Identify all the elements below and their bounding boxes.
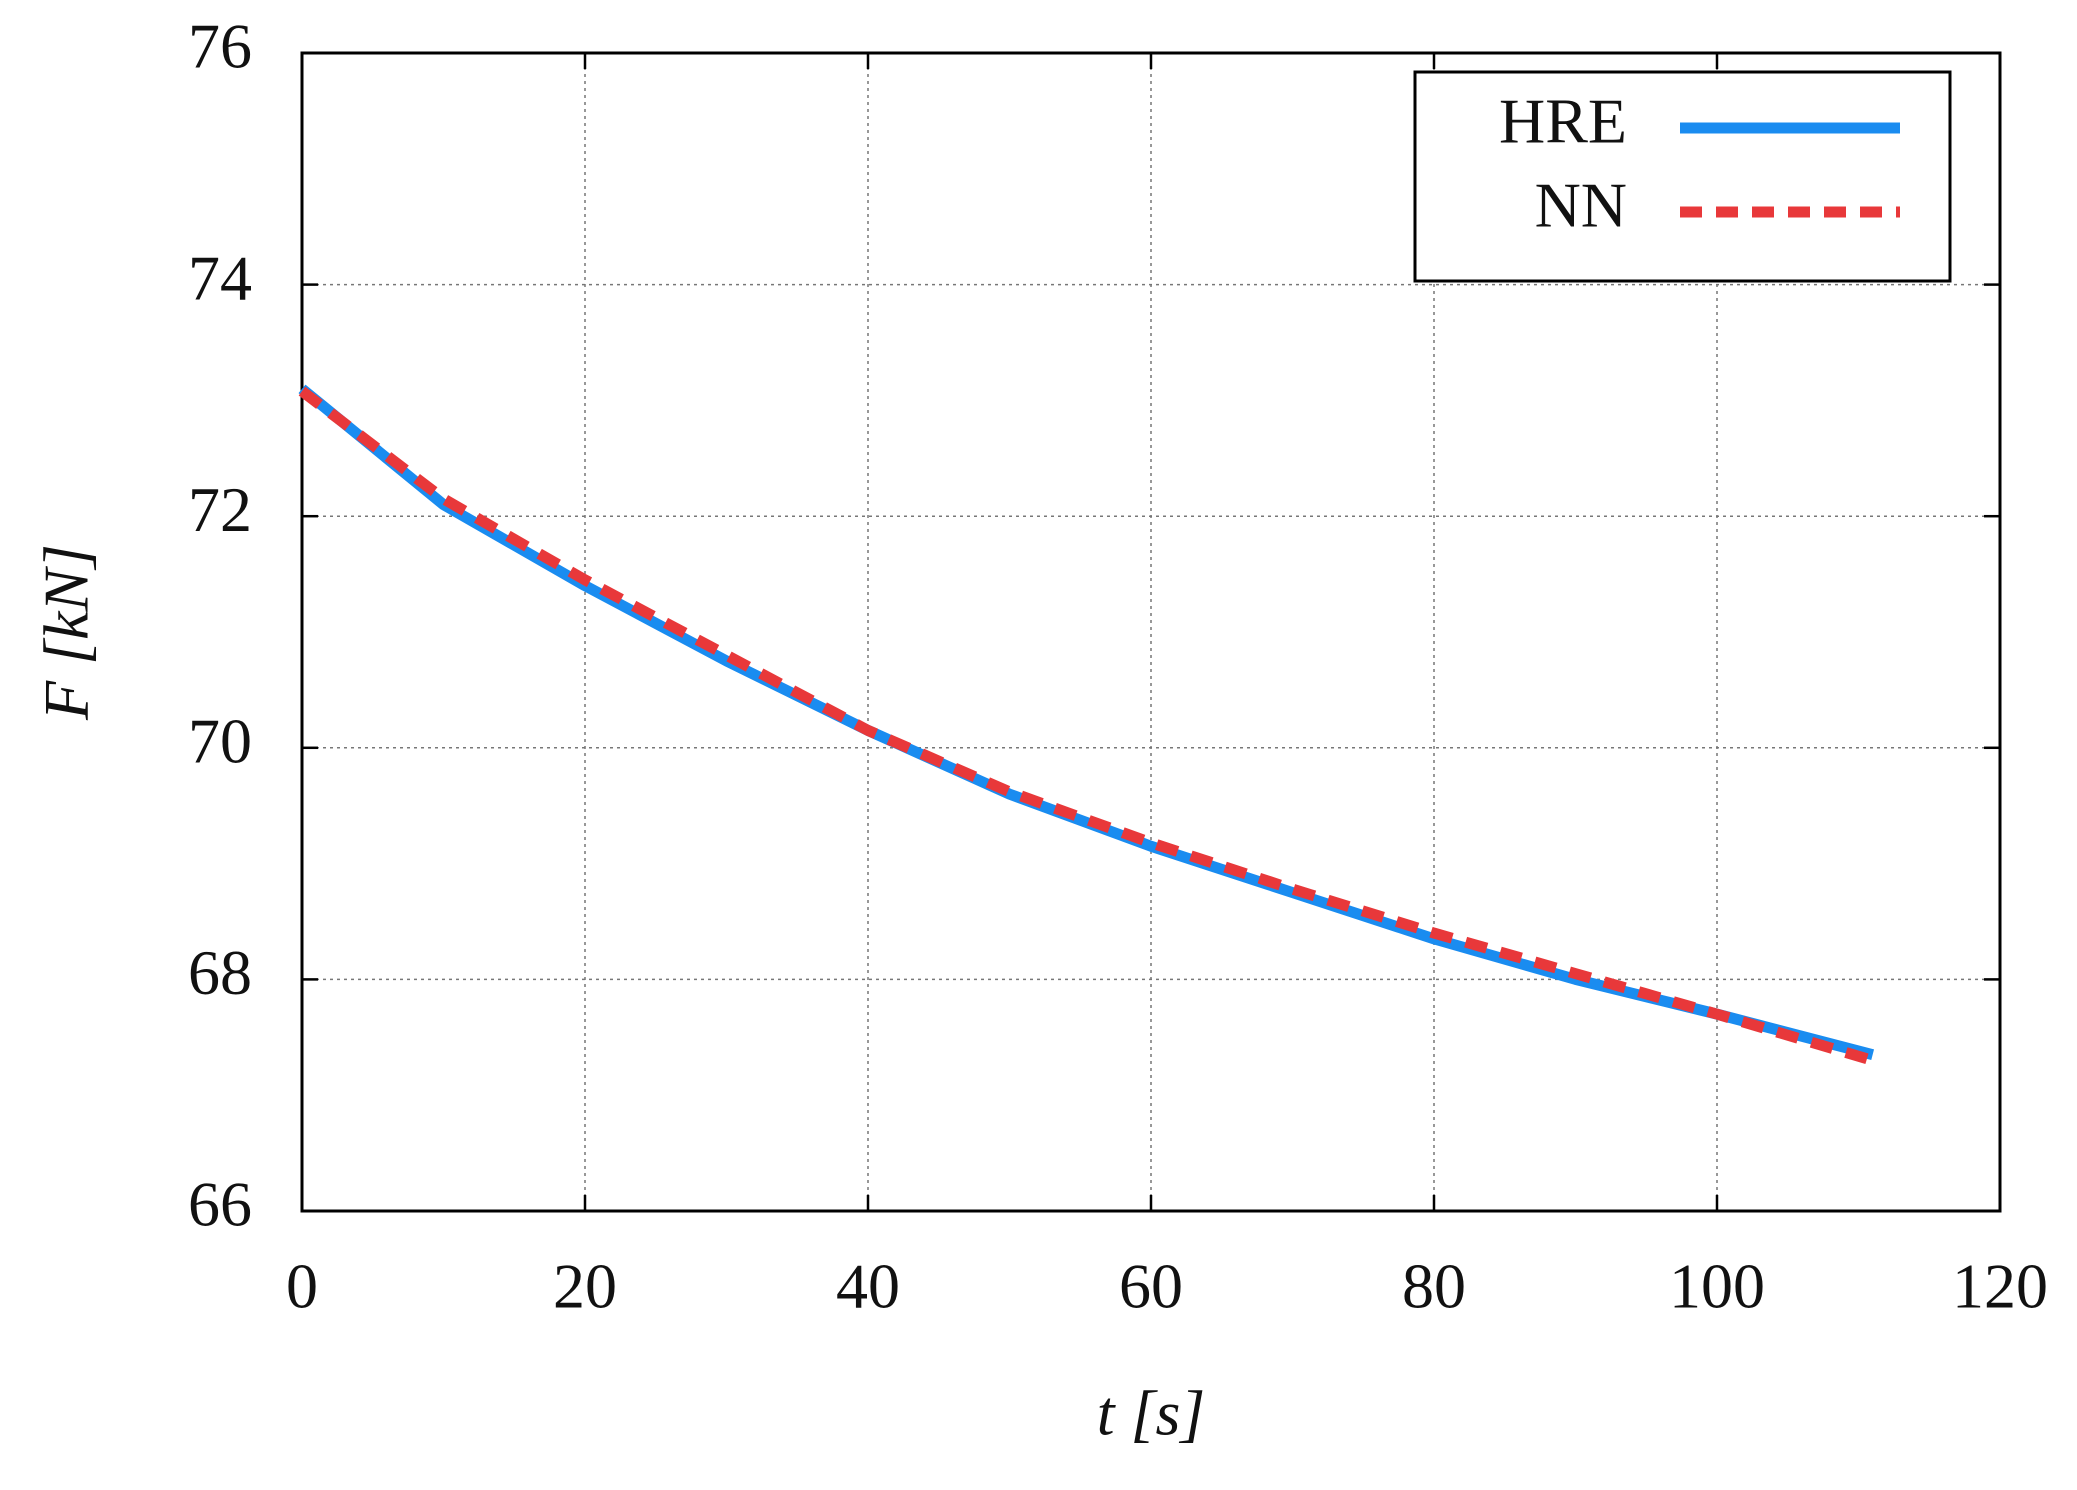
- plot-frame: [300, 51, 2002, 1213]
- y-tick-label: 66: [188, 1169, 252, 1240]
- y-tick-label: 72: [188, 474, 252, 545]
- y-tick-label: 74: [188, 242, 252, 313]
- y-tick-label: 70: [188, 705, 252, 776]
- legend-label: NN: [1535, 170, 1627, 241]
- x-tick-label: 20: [553, 1251, 617, 1322]
- y-tick-label: 76: [188, 11, 252, 82]
- x-tick-label: 60: [1119, 1251, 1183, 1322]
- x-tick-label: 120: [1952, 1251, 2048, 1322]
- x-tick-label: 80: [1402, 1251, 1466, 1322]
- y-axis-label: F [kN]: [31, 544, 102, 721]
- y-tick-label: 68: [188, 937, 252, 1008]
- line-series: [298, 384, 1875, 1060]
- legend-box: [1413, 70, 1952, 283]
- x-tick-label: 0: [286, 1251, 318, 1322]
- legend-label: HRE: [1499, 86, 1627, 157]
- x-tick-label: 40: [836, 1251, 900, 1322]
- x-tick-label: 100: [1669, 1251, 1765, 1322]
- x-axis-label: t [s]: [1097, 1378, 1206, 1449]
